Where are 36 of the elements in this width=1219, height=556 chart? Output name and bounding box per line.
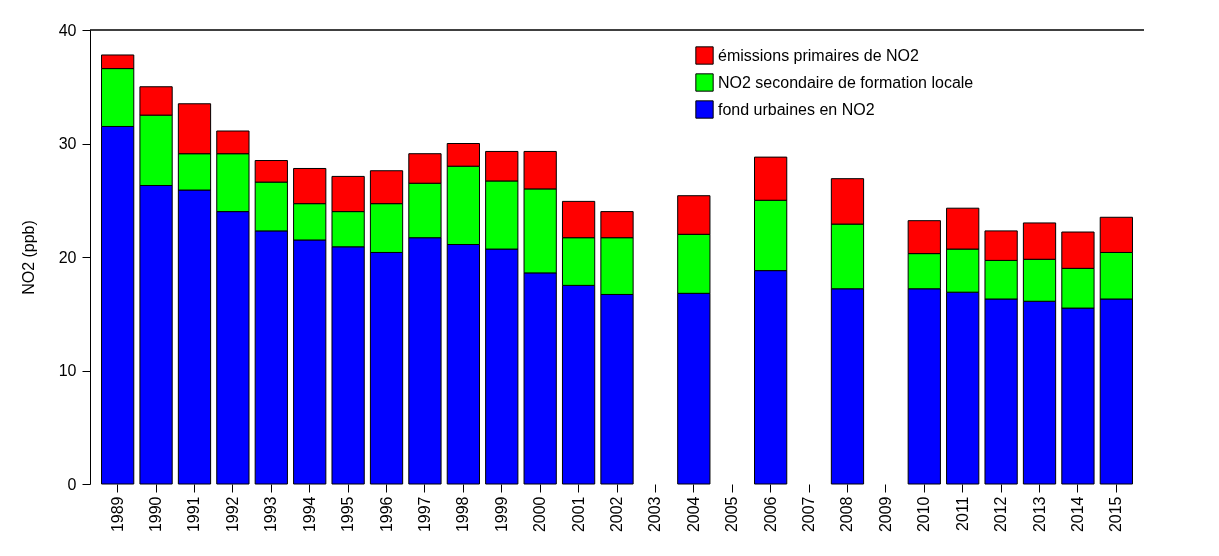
- x-tick-label: 2001: [569, 496, 587, 533]
- x-tick-label: 1998: [454, 496, 472, 533]
- x-tick-label: 1991: [185, 496, 203, 533]
- x-tick-label: 1997: [415, 496, 433, 533]
- x-tick-label: 2015: [1107, 496, 1125, 533]
- x-tick-label: 1989: [108, 496, 126, 533]
- x-tick-label: 2004: [684, 496, 702, 533]
- y-tick-label: 0: [67, 475, 77, 493]
- y-tick-label: 40: [58, 21, 77, 39]
- x-tick-label: 1992: [223, 496, 241, 533]
- x-tick-label: 2006: [761, 496, 779, 533]
- x-tick-label: 2010: [915, 496, 933, 533]
- legend-label: fond urbaines en NO2: [718, 100, 875, 118]
- x-tick-label: 2007: [800, 496, 818, 533]
- x-tick-label: 1990: [147, 496, 165, 533]
- x-tick-label: 1995: [339, 496, 357, 533]
- x-tick-label: 2011: [953, 496, 971, 531]
- legend-label: émissions primaires de NO2: [718, 46, 920, 64]
- y-axis-title: NO2 (ppb): [19, 220, 37, 295]
- legend-label: NO2 secondaire de formation locale: [718, 73, 974, 91]
- x-tick-label: 2003: [646, 496, 664, 533]
- x-tick-label: 2009: [876, 496, 894, 533]
- x-tick-label: 2013: [1030, 496, 1048, 533]
- x-tick-label: 2005: [723, 496, 741, 533]
- x-tick-label: 1993: [262, 496, 280, 533]
- x-tick-label: 2000: [531, 496, 549, 533]
- x-tick-label: 1996: [377, 496, 395, 533]
- x-tick-label: 2012: [992, 496, 1010, 533]
- x-tick-label: 1999: [492, 496, 510, 533]
- y-tick-label: 30: [58, 135, 77, 152]
- x-tick-label: 2008: [838, 496, 856, 533]
- y-tick-label: 10: [58, 362, 77, 379]
- y-tick-label: 20: [58, 248, 77, 266]
- x-tick-label: 2014: [1068, 496, 1086, 533]
- x-tick-label: 1994: [300, 496, 318, 533]
- x-tick-label: 2002: [608, 496, 625, 533]
